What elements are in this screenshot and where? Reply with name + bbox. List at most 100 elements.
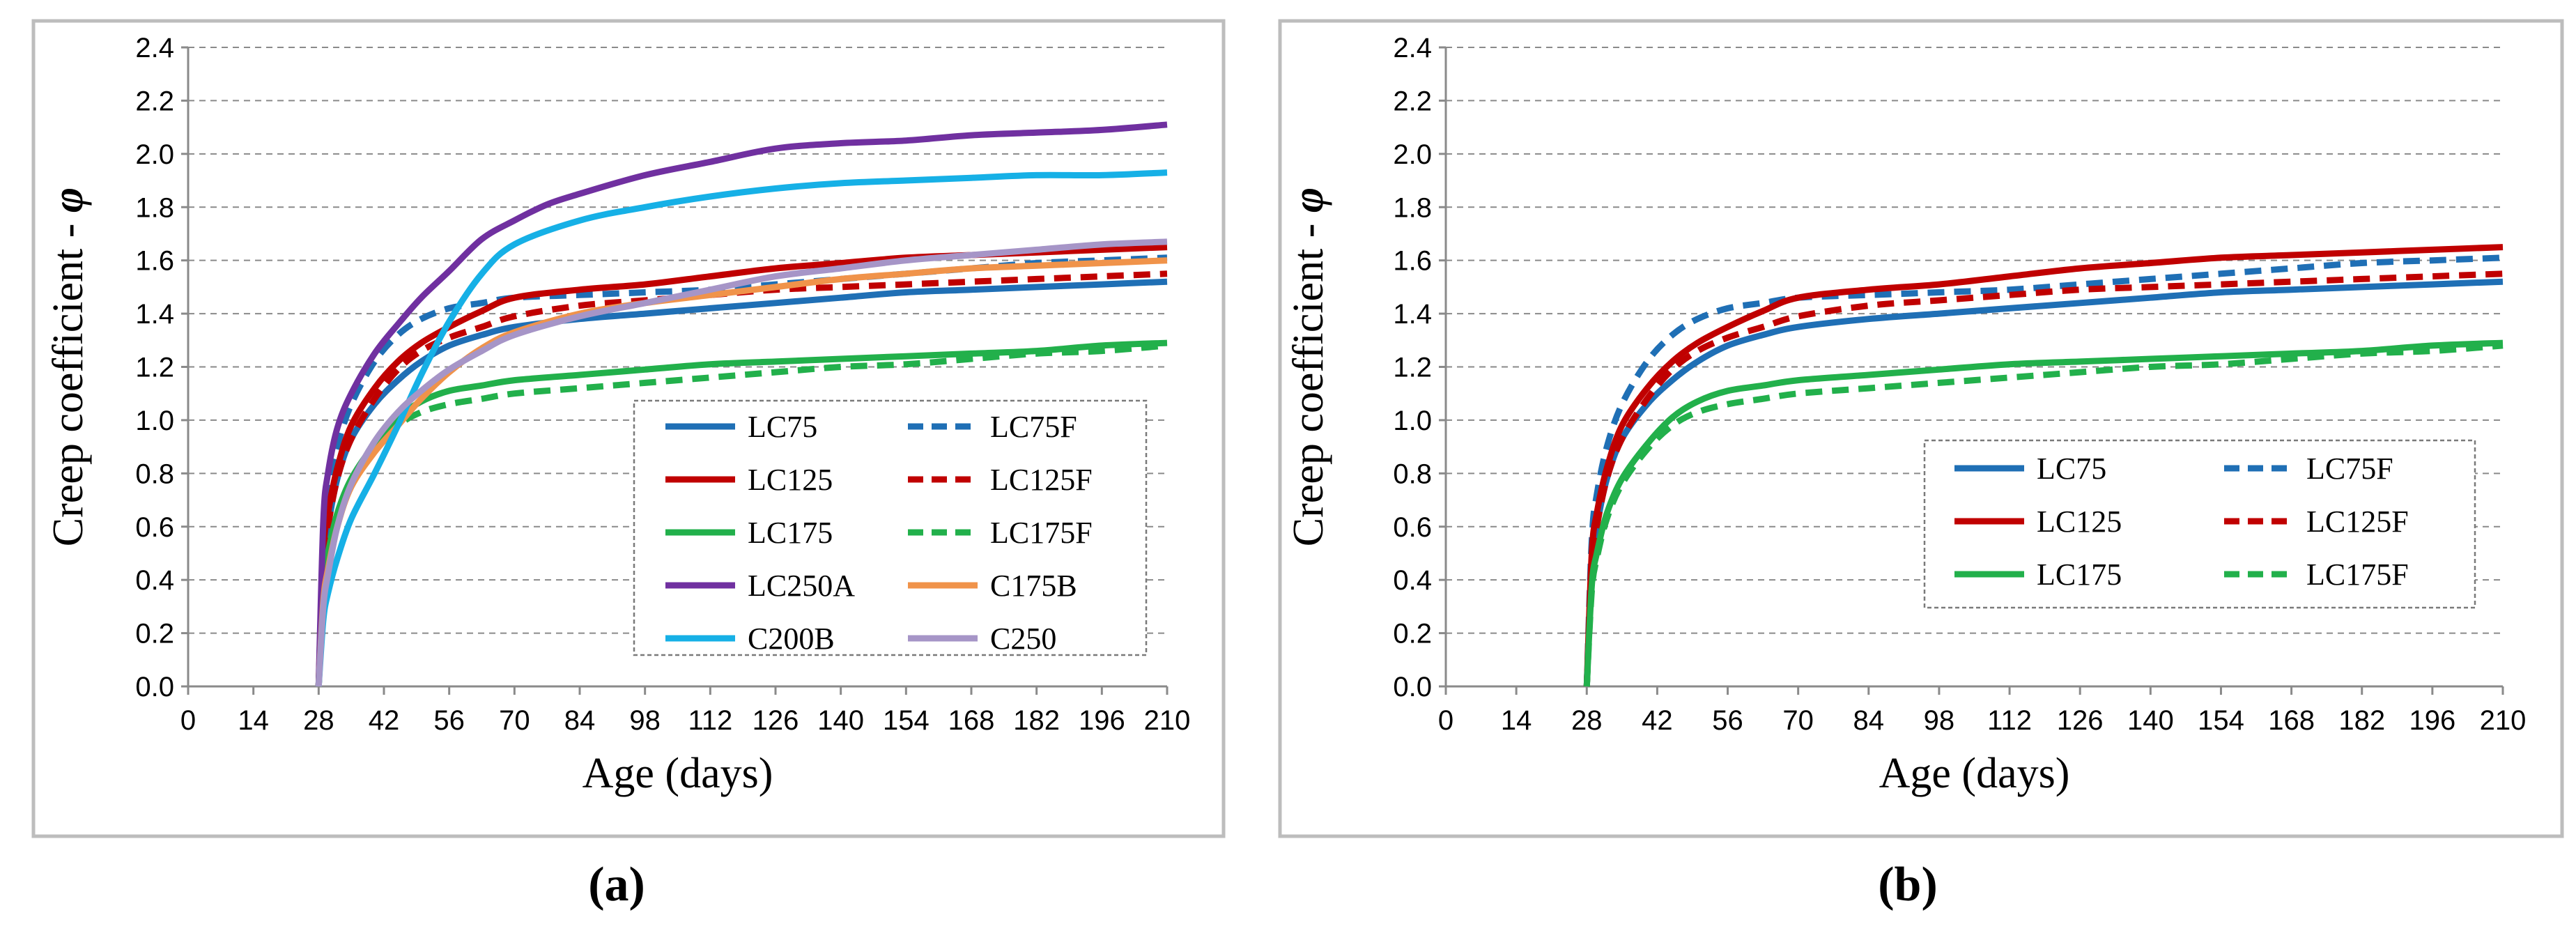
legend-item-lc125: LC125 (1954, 505, 2122, 539)
y-tick-label: 0.4 (135, 565, 174, 596)
y-tick-label: 2.2 (135, 86, 174, 116)
x-axis: 0 14 28 42 56 70 84 98 112 126 140 154 168 182 196 210 (180, 47, 1190, 736)
legend-label: LC75 (748, 410, 817, 444)
legend-item-lc175f: LC175F (908, 516, 1093, 550)
y-tick-label: 0.6 (135, 512, 174, 543)
y-axis-title-text: Creep coefficient - (1285, 213, 1332, 546)
legend-item-lc75: LC75 (665, 410, 817, 444)
x-tick-label: 98 (1924, 705, 1955, 736)
x-tick-label: 196 (1079, 705, 1125, 736)
x-tick-label: 70 (1782, 705, 1814, 736)
x-tick-label: 14 (238, 705, 269, 736)
series-line-lc175f (1583, 342, 2504, 687)
y-tick-label: 1.2 (135, 353, 174, 383)
x-axis: 0 14 28 42 56 70 84 98 112 126 140 154 168 182 196 210 (1438, 47, 2526, 736)
x-tick-label: 28 (1571, 705, 1603, 736)
series-line-c250 (315, 238, 1168, 687)
legend-label: C200B (748, 622, 835, 656)
panel-label: (a) (588, 858, 645, 911)
y-tick-label: 1.0 (1393, 406, 1432, 436)
legend-label: C175B (990, 569, 1077, 603)
x-tick-label: 126 (753, 705, 799, 736)
legend-item-lc75f: LC75F (2224, 452, 2393, 486)
legend-label: LC125F (2306, 505, 2409, 539)
legend-item-lc175: LC175 (665, 516, 833, 550)
legend-item-c175b: C175B (908, 569, 1077, 603)
x-tick-label: 154 (883, 705, 930, 736)
y-tick-label: 1.6 (135, 246, 174, 277)
legend-item-lc250a: LC250A (665, 569, 855, 603)
legend-label: LC175 (748, 516, 833, 550)
y-tick-label: 1.8 (135, 192, 174, 223)
x-tick-label: 84 (1853, 705, 1885, 736)
y-tick-label: 2.4 (1393, 33, 1432, 63)
y-axis-title-symbol: φ (1285, 187, 1332, 213)
panel-label: (b) (1878, 858, 1938, 911)
x-tick-label: 70 (499, 705, 530, 736)
legend-label: LC175F (990, 516, 1093, 550)
y-tick-label: 0.2 (1393, 619, 1432, 649)
x-tick-label: 0 (180, 705, 196, 736)
x-tick-label: 196 (2409, 705, 2455, 736)
legend-label: LC250A (748, 569, 855, 603)
legend-item-lc125f: LC125F (908, 463, 1093, 497)
y-tick-label: 0.0 (1393, 672, 1432, 702)
y-tick-label: 0.2 (135, 619, 174, 649)
series-line-c200b (315, 169, 1168, 687)
y-tick-label: 2.4 (135, 33, 174, 63)
legend: LC75 LC75F LC125 LC125F LC175 LC175F LC250A C17… (633, 399, 1148, 656)
y-tick-label: 2.2 (1393, 86, 1432, 116)
y-tick-label: 0.8 (1393, 459, 1432, 489)
legend-item-c250: C250 (908, 622, 1056, 656)
panel-a: 0.00.20.40.60.81.01.21.41.61.82.02.22.40… (31, 19, 1226, 911)
legend-label: LC75 (2037, 452, 2106, 486)
x-tick-label: 182 (2338, 705, 2385, 736)
legend-label: C250 (990, 622, 1056, 656)
y-tick-label: 1.2 (1393, 353, 1432, 383)
panel-frame (1278, 19, 2564, 838)
series-group (1583, 244, 2504, 687)
legend-item-lc75f: LC75F (908, 410, 1077, 444)
legend-label: LC125F (990, 463, 1093, 497)
series-line-lc125f (1583, 270, 2504, 687)
legend-item-lc175: LC175 (1954, 557, 2122, 592)
legend-label: LC175F (2306, 557, 2409, 592)
x-tick-label: 168 (948, 705, 995, 736)
legend-label: LC125 (2037, 505, 2122, 539)
series-line-lc175 (315, 339, 1168, 687)
x-tick-label: 28 (303, 705, 334, 736)
series-line-lc125 (1583, 244, 2504, 687)
panel-b: 0.00.20.40.60.81.01.21.41.61.82.02.22.40… (1278, 19, 2564, 911)
y-axis-title-symbol: φ (45, 187, 92, 213)
x-tick-label: 140 (2127, 705, 2174, 736)
legend-item-lc175f: LC175F (2224, 557, 2409, 592)
x-tick-label: 126 (2057, 705, 2104, 736)
x-tick-label: 98 (629, 705, 661, 736)
series-group (315, 121, 1168, 687)
y-tick-label: 1.4 (135, 299, 174, 330)
x-tick-label: 42 (369, 705, 400, 736)
x-tick-label: 84 (564, 705, 596, 736)
y-axis-title: Creep coefficient - φ (45, 187, 92, 546)
x-tick-label: 140 (817, 705, 864, 736)
y-tick-label: 1.4 (1393, 299, 1432, 330)
y-tick-label: 1.0 (135, 406, 174, 436)
y-tick-label: 2.0 (1393, 139, 1432, 170)
x-tick-label: 112 (1987, 705, 2032, 736)
x-axis-title: Age (days) (583, 750, 773, 797)
x-tick-label: 112 (688, 705, 732, 736)
y-tick-label: 1.6 (1393, 246, 1432, 277)
legend-box (633, 399, 1148, 656)
x-tick-label: 42 (1642, 705, 1673, 736)
legend-label: LC75F (2306, 452, 2393, 486)
series-line-lc125f (315, 270, 1168, 687)
y-axis-title-text: Creep coefficient - (45, 213, 92, 546)
legend: LC75 LC75F LC125 LC125F LC175 LC175F (1923, 439, 2476, 609)
legend-item-lc75: LC75 (1954, 452, 2106, 486)
legend-item-lc125: LC125 (665, 463, 833, 497)
y-tick-label: 0.8 (135, 459, 174, 489)
x-tick-label: 154 (2198, 705, 2244, 736)
y-tick-label: 1.8 (1393, 192, 1432, 223)
x-axis-title: Age (days) (1879, 750, 2070, 797)
x-tick-label: 14 (1501, 705, 1532, 736)
